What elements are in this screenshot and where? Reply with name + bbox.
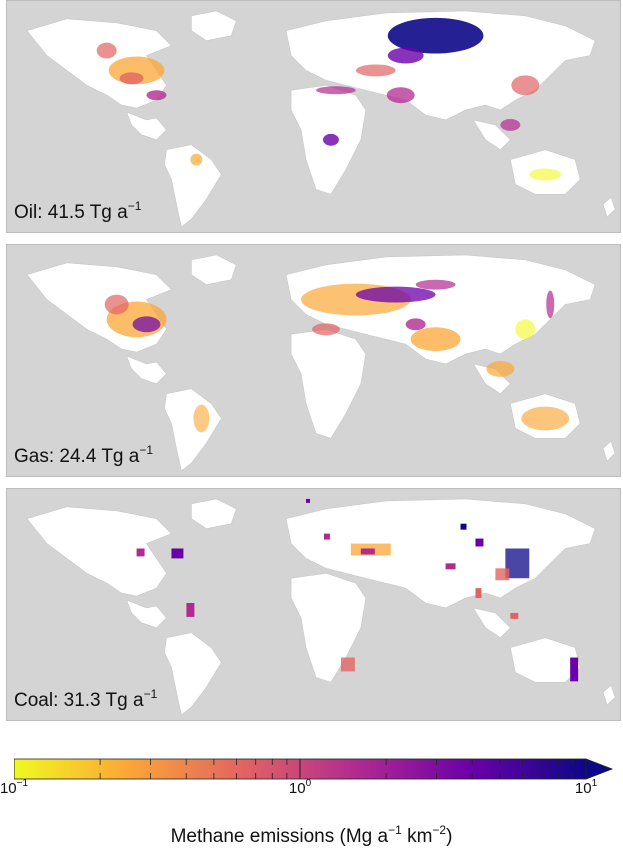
gas-emission-clusters bbox=[104, 279, 570, 433]
gas-map-panel: Gas: 24.4 Tg a−1 bbox=[6, 244, 621, 477]
colorbar bbox=[13, 758, 614, 780]
coal-map bbox=[26, 498, 616, 716]
oil-panel-label: Oil: 41.5 Tg a−1 bbox=[14, 199, 142, 223]
gas-panel-label: Gas: 24.4 Tg a−1 bbox=[14, 443, 154, 467]
coal-emission-clusters bbox=[136, 498, 579, 682]
oil-map-panel: Oil: 41.5 Tg a−1 bbox=[6, 0, 621, 233]
colorbar-tick-min: 10−1 bbox=[0, 778, 29, 797]
coal-map-panel: Coal: 31.3 Tg a−1 bbox=[6, 488, 621, 721]
oil-emission-clusters bbox=[96, 17, 562, 181]
oil-map bbox=[26, 10, 616, 228]
colorbar-tick-max: 101 bbox=[574, 778, 598, 797]
colorbar-tick-mid: 100 bbox=[288, 778, 312, 797]
colorbar-title: Methane emissions (Mg a−1 km−2) bbox=[170, 823, 453, 847]
colorbar-gradient bbox=[13, 758, 614, 780]
coal-panel-label: Coal: 31.3 Tg a−1 bbox=[14, 687, 158, 711]
gas-map bbox=[26, 254, 616, 472]
